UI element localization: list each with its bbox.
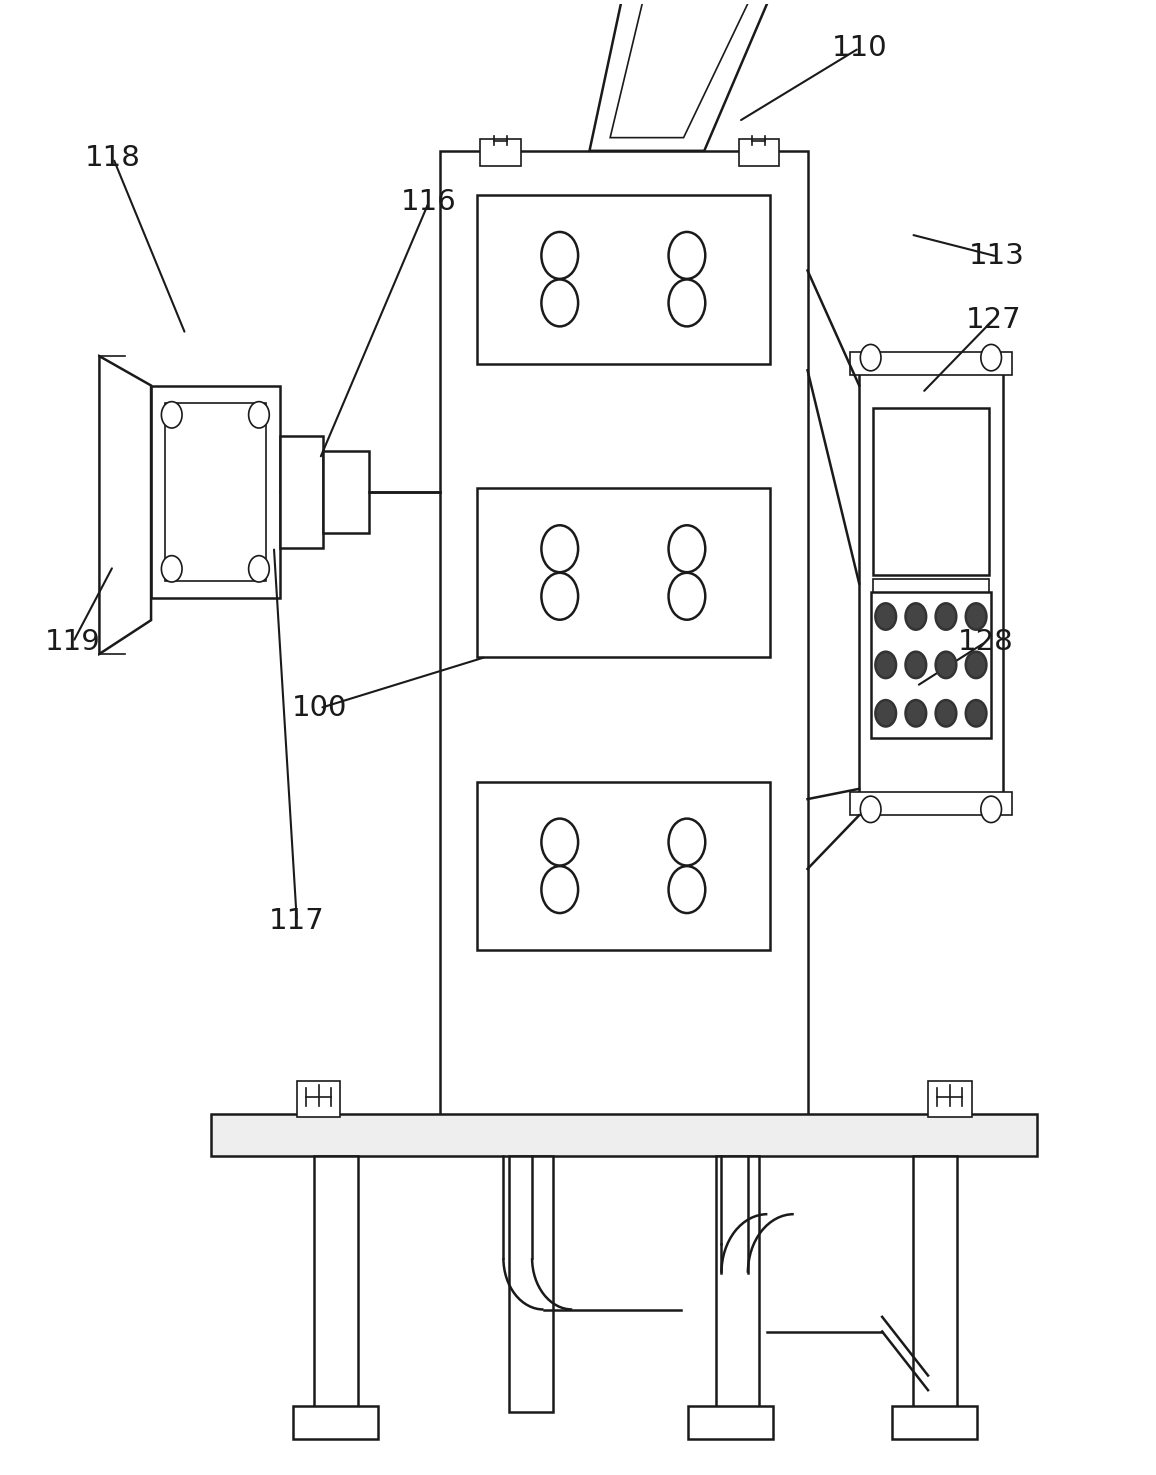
Circle shape [860,796,881,823]
Circle shape [935,652,956,679]
Polygon shape [590,0,808,150]
Polygon shape [610,0,787,137]
Circle shape [905,603,926,630]
Bar [294,1406,378,1438]
Circle shape [875,603,896,630]
Text: 117: 117 [269,907,325,935]
Polygon shape [99,355,151,653]
Bar [873,580,988,606]
Circle shape [541,866,578,913]
Circle shape [541,525,578,572]
Circle shape [668,279,705,326]
Circle shape [541,572,578,620]
Bar [210,1115,1037,1155]
Circle shape [875,701,896,727]
Bar [165,403,266,581]
Circle shape [162,556,181,583]
Bar [873,407,988,575]
Bar [481,139,520,165]
Text: 119: 119 [45,628,101,656]
Bar [870,593,991,738]
Bar [280,437,324,547]
Circle shape [249,401,269,428]
Bar [850,792,1012,816]
Circle shape [668,572,705,620]
Bar [913,1155,957,1412]
Circle shape [875,652,896,679]
Circle shape [965,652,986,679]
Bar [928,1081,972,1118]
Bar [859,363,1002,804]
Text: 128: 128 [957,628,1014,656]
Bar [297,1081,340,1118]
Text: 113: 113 [969,242,1025,270]
Circle shape [668,819,705,866]
Circle shape [668,525,705,572]
Circle shape [935,603,956,630]
Circle shape [980,345,1001,370]
Circle shape [965,603,986,630]
Bar [324,451,369,532]
Bar [151,385,280,599]
Text: 127: 127 [965,305,1021,333]
Circle shape [541,279,578,326]
Bar [739,139,779,165]
Bar [850,351,1012,375]
Circle shape [905,701,926,727]
Bar [440,150,808,1148]
Bar [688,1406,773,1438]
Bar [509,1155,553,1412]
Circle shape [541,232,578,279]
Bar [716,1155,759,1412]
Bar [314,1155,357,1412]
Circle shape [249,556,269,583]
Circle shape [935,701,956,727]
Bar [477,782,770,950]
Circle shape [162,401,181,428]
Circle shape [860,345,881,370]
Circle shape [668,232,705,279]
Text: 110: 110 [831,34,887,62]
Bar [477,488,770,656]
Text: 118: 118 [86,145,141,173]
Circle shape [905,652,926,679]
Bar [892,1406,977,1438]
Circle shape [668,866,705,913]
Circle shape [980,796,1001,823]
Circle shape [541,819,578,866]
Circle shape [965,701,986,727]
Text: 116: 116 [401,189,457,217]
Bar [477,195,770,363]
Text: 100: 100 [292,695,348,723]
